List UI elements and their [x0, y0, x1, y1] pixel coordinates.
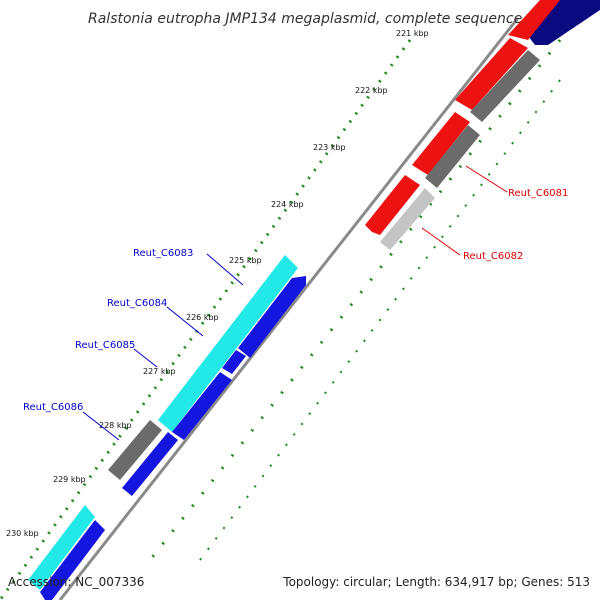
gene-block-red-4[interactable]: [365, 175, 420, 235]
tick-label: 229 kbp: [53, 475, 86, 484]
gene-label-c6081[interactable]: Reut_C6081: [508, 188, 568, 199]
gene-block-blue-3[interactable]: [172, 372, 232, 440]
tick-label: 221 kbp: [396, 29, 429, 38]
inner-dash-track-2: [199, 79, 561, 561]
gene-block-cyan-1[interactable]: [158, 255, 298, 432]
gene-block-red-2[interactable]: [455, 38, 528, 110]
gene-block-red-1[interactable]: [508, 0, 560, 40]
tick-label: 225 kbp: [229, 256, 262, 265]
gene-labels: Reut_C6081 Reut_C6082 Reut_C6083 Reut_C6…: [23, 188, 568, 413]
tick-label: 228 kbp: [99, 421, 132, 430]
map-title: Ralstonia eutropha JMP134 megaplasmid, c…: [88, 11, 522, 27]
gene-block-red-3[interactable]: [412, 112, 470, 175]
gene-block-blue-2[interactable]: [222, 350, 246, 374]
gene-group-left: [28, 255, 306, 600]
leader-line-c6083: [206, 253, 244, 286]
gene-label-c6082[interactable]: Reut_C6082: [463, 251, 523, 262]
tick-label: 226 kbp: [186, 313, 219, 322]
gene-label-c6084[interactable]: Reut_C6084: [107, 298, 167, 309]
gene-label-c6086[interactable]: Reut_C6086: [23, 402, 83, 413]
leader-line-c6084: [166, 306, 204, 337]
gene-label-c6085[interactable]: Reut_C6085: [75, 340, 135, 351]
gene-block-blue-4[interactable]: [122, 432, 178, 496]
gene-block-gray-2[interactable]: [425, 125, 480, 188]
tick-label: 230 kbp: [6, 529, 39, 538]
gene-block-blue-5[interactable]: [40, 520, 105, 600]
tick-labels: 221 kbp 222 kbp 223 kbp 224 kbp 225 kbp …: [6, 29, 429, 538]
tick-label: 224 kbp: [271, 200, 304, 209]
gene-block-blue-1[interactable]: [238, 276, 306, 358]
tick-label: 222 kbp: [355, 86, 388, 95]
leader-line-c6086: [82, 411, 120, 441]
gene-block-lightgray[interactable]: [380, 188, 435, 250]
gene-group-right: [365, 0, 600, 250]
gene-block-cyan-2[interactable]: [28, 505, 95, 590]
tick-label: 223 kbp: [313, 143, 346, 152]
leader-line-c6085: [133, 348, 158, 368]
accession-text: Accession: NC_007336: [8, 575, 144, 589]
gene-block-gray-1[interactable]: [470, 50, 540, 122]
leader-line-c6082: [421, 227, 461, 256]
leader-line-c6081: [465, 165, 508, 193]
gene-block-gray-3[interactable]: [108, 420, 162, 480]
inner-dash-track: [148, 39, 562, 561]
summary-text: Topology: circular; Length: 634,917 bp; …: [282, 575, 590, 589]
tick-label: 227 kbp: [143, 367, 176, 376]
sequence-backbone: [58, 17, 520, 600]
leader-lines: [82, 165, 508, 441]
gene-label-c6083[interactable]: Reut_C6083: [133, 248, 193, 259]
